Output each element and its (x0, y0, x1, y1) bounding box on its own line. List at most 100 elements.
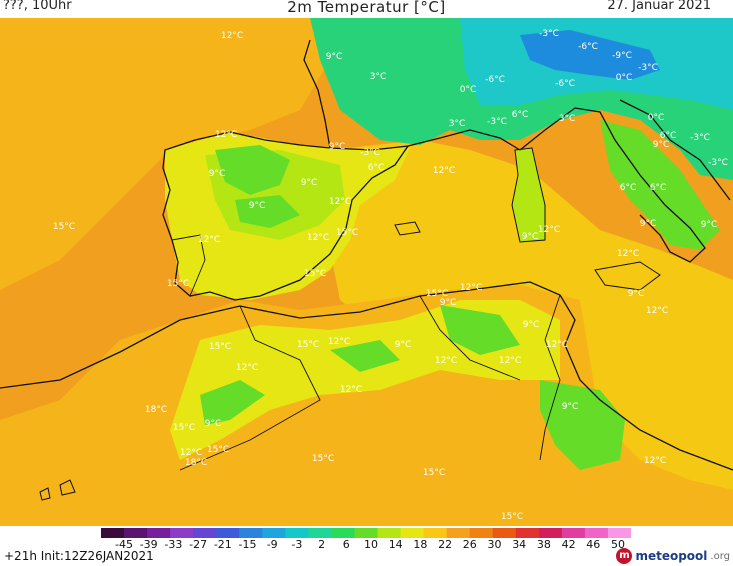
temperature-label: 15°C (297, 340, 319, 350)
temperature-label: 9°C (205, 419, 222, 429)
temperature-label: 9°C (209, 169, 226, 179)
temperature-label: 9°C (653, 140, 670, 150)
legend-color-cell (469, 528, 494, 538)
temperature-label: 15°C (167, 279, 189, 289)
temperature-label: -3°C (487, 117, 507, 127)
temperature-label: 15°C (173, 423, 195, 433)
temperature-label: -6°C (578, 42, 598, 52)
temperature-label: 9°C (326, 52, 343, 62)
temperature-label: 9°C (395, 340, 412, 350)
temperature-label: 12°C (236, 363, 258, 373)
legend-color-cell (538, 528, 563, 538)
temperature-label: 12°C (433, 166, 455, 176)
temperature-label: 6°C (650, 183, 667, 193)
forecast-date: 27. Januar 2021 (607, 0, 711, 13)
legend-tick-label: 22 (438, 538, 453, 551)
temperature-label: 18°C (145, 405, 167, 415)
temperature-label: 12°C (538, 225, 560, 235)
temperature-label: 15°C (423, 468, 445, 478)
temperature-label: -6°C (555, 79, 575, 89)
temperature-label: 0°C (616, 73, 633, 83)
temperature-label: 9°C (249, 201, 266, 211)
temperature-label: 12°C (215, 130, 237, 140)
legend-color-cell (308, 528, 332, 538)
brand-domain: .org (710, 550, 730, 562)
legend-color-cell (331, 528, 355, 538)
legend-color-cell (492, 528, 517, 538)
legend-color-cell (285, 528, 309, 538)
legend-tick-label: -9 (266, 538, 278, 551)
north-africa-coastline (0, 281, 733, 471)
legend-tick-label: 10 (364, 538, 378, 551)
temperature-label: -3°C (690, 133, 710, 143)
temperature-label: 6°C (512, 110, 529, 120)
atlas-cold-zone (200, 305, 520, 425)
legend-color-cell (377, 528, 402, 538)
legend-tick-label: -15 (238, 538, 257, 551)
temperature-label: 12°C (307, 233, 329, 243)
temperature-label: 15°C (336, 228, 358, 238)
temperature-label: 3°C (370, 72, 387, 82)
brand-name: meteopool (635, 549, 708, 563)
legend-color-cell (262, 528, 286, 538)
legend-color-cell (607, 528, 631, 538)
temperature-label: 12°C (617, 249, 639, 259)
temperature-label: -3°C (539, 29, 559, 39)
legend-tick-label: -3 (291, 538, 303, 551)
legend-tick-label: 38 (536, 538, 551, 551)
temperature-label: 12°C (499, 356, 521, 366)
temperature-label: 12°C (221, 31, 243, 41)
legend-color-cell (216, 528, 240, 538)
temperature-label: -3°C (638, 63, 658, 73)
temperature-label: 15°C (53, 222, 75, 232)
temperature-label: 12°C (329, 197, 351, 207)
temperature-label: 0°C (460, 85, 477, 95)
atlantic-mild-zone (0, 18, 340, 290)
legend-tick-label: 26 (462, 538, 477, 551)
temperature-label: 9°C (640, 219, 657, 229)
legend-color-cell (170, 528, 194, 538)
legend-tick-label: 30 (487, 538, 502, 551)
temperature-label: 3°C (559, 114, 576, 124)
temperature-label: 9°C (522, 232, 539, 242)
legend-color-cell (561, 528, 586, 538)
temperature-label: 12°C (546, 340, 568, 350)
temperature-label: -3°C (708, 158, 728, 168)
temperature-label: 9°C (628, 289, 645, 299)
italy-cool-zone (600, 120, 720, 250)
temperature-label: 9°C (562, 402, 579, 412)
temperature-label: 12°C (340, 385, 362, 395)
legend-tick-label: 50 (611, 538, 625, 551)
legend-tick-label: -21 (213, 538, 232, 551)
temperature-label: 12°C (180, 448, 202, 458)
temperature-label: 6°C (660, 131, 677, 141)
legend-tick-label: -45 (115, 538, 133, 551)
legend-tick-label: 6 (342, 538, 350, 551)
legend-color-cell (515, 528, 540, 538)
legend-tick-label: -33 (164, 538, 183, 551)
temperature-label: 9°C (301, 178, 318, 188)
temperature-map: 12°C9°C3°C-3°C-6°C-9°C-3°C0°C-6°C -6°C0°C… (0, 18, 733, 526)
temperature-label: 6°C (368, 163, 385, 173)
temperature-label: 0°C (648, 113, 665, 123)
location-label: ???, 10Uhr (3, 0, 72, 13)
brand[interactable]: m meteopool .org (616, 548, 730, 564)
temperature-labels: 12°C9°C3°C-3°C-6°C-9°C-3°C0°C-6°C -6°C0°C… (53, 29, 728, 522)
temperature-label: 15°C (304, 269, 326, 279)
italy-coastline (519, 99, 731, 263)
temperature-label: -6°C (485, 75, 505, 85)
temperature-label: 9°C (329, 142, 346, 152)
legend-tick-label: 42 (561, 538, 576, 551)
legend-tick-label: 18 (413, 538, 428, 551)
legend-color-cell (147, 528, 171, 538)
color-scale-labels: -45 -39 -33 -27 -21 -15 -9 -3 2 6 10 14 18 22 26 30 34 38… (0, 538, 733, 554)
legend-tick-label: 46 (586, 538, 601, 551)
islands (39, 147, 661, 501)
legend-color-cell (400, 528, 425, 538)
temperature-label: 15°C (426, 289, 448, 299)
legend-tick-label: -27 (189, 538, 208, 551)
temperature-label: 12°C (435, 356, 457, 366)
legend-color-cell (354, 528, 379, 538)
color-scale-bar (101, 528, 631, 538)
